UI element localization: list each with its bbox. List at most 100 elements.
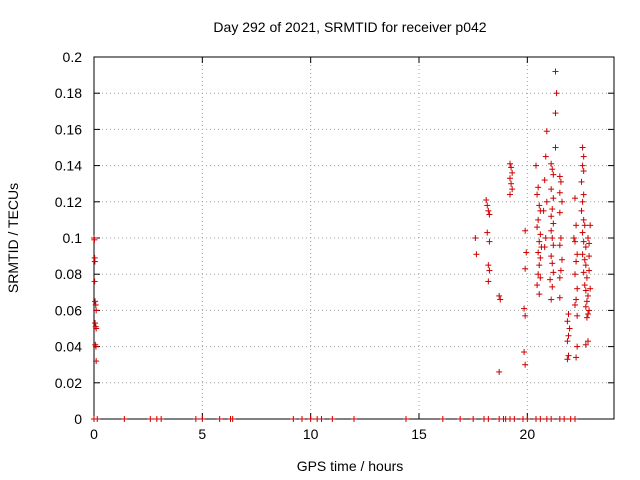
data-point (216, 416, 223, 422)
y-tick-label: 0 (74, 411, 82, 427)
data-point (534, 191, 541, 198)
data-point (508, 164, 515, 171)
data-point (329, 416, 336, 422)
data-point (536, 238, 543, 245)
data-point (583, 314, 590, 321)
data-point (553, 90, 560, 97)
data-point (580, 191, 587, 198)
data-point (457, 416, 464, 422)
data-point (523, 249, 530, 256)
data-point (580, 238, 587, 245)
x-axis-label: GPS time / hours (297, 458, 404, 474)
data-point (93, 358, 100, 365)
data-point (572, 301, 578, 308)
data-point (586, 307, 593, 314)
data-point (579, 144, 586, 151)
data-point (565, 332, 572, 339)
data-point (485, 278, 492, 285)
data-point (559, 198, 565, 205)
data-point (582, 303, 589, 310)
data-point (586, 240, 593, 247)
data-point (229, 416, 236, 422)
y-tick-label: 0.06 (55, 302, 82, 318)
data-point (537, 416, 544, 422)
data-point (121, 416, 128, 422)
data-point (509, 169, 516, 176)
data-point (508, 180, 515, 187)
data-point (521, 305, 528, 312)
data-point (91, 278, 98, 285)
data-point (91, 236, 98, 243)
data-point (573, 222, 580, 229)
data-point (483, 196, 490, 203)
data-point (94, 416, 101, 422)
data-point (192, 416, 199, 422)
data-point (92, 298, 99, 305)
data-point (564, 338, 571, 345)
data-point (550, 195, 557, 202)
data-point (565, 352, 572, 359)
data-point (564, 318, 571, 325)
data-point (507, 160, 513, 167)
data-point (92, 301, 99, 308)
data-point (549, 260, 556, 267)
data-point (572, 195, 578, 202)
data-point (473, 251, 480, 258)
data-point (299, 416, 305, 422)
data-point (509, 186, 516, 193)
data-point (556, 173, 563, 180)
data-point (307, 416, 314, 422)
data-point (496, 292, 503, 299)
data-point (486, 238, 493, 245)
data-point (578, 178, 585, 185)
data-point (573, 354, 580, 361)
y-tick-label: 0.1 (63, 230, 83, 246)
data-point (556, 274, 563, 281)
data-point (533, 162, 539, 169)
y-tick-label: 0.16 (55, 121, 82, 137)
data-point (572, 271, 578, 278)
data-point (556, 189, 563, 196)
data-point (566, 325, 573, 332)
data-point (507, 191, 513, 198)
data-point (556, 242, 563, 249)
data-point (573, 258, 580, 265)
data-point (552, 110, 559, 117)
data-point (572, 238, 578, 245)
y-tick-label: 0.04 (55, 339, 82, 355)
data-point (496, 368, 503, 375)
data-point (535, 249, 542, 256)
data-point (486, 211, 493, 218)
data-point (485, 207, 492, 214)
data-point (574, 343, 581, 350)
data-point (484, 229, 491, 236)
data-point (93, 325, 100, 332)
data-point (521, 349, 528, 356)
data-point (535, 271, 542, 278)
data-point (541, 244, 548, 251)
data-point (579, 162, 586, 169)
data-point (403, 416, 409, 422)
data-point (585, 338, 591, 345)
data-point (552, 144, 559, 151)
data-point (439, 416, 446, 422)
data-point (542, 235, 549, 241)
data-point (580, 153, 587, 160)
data-point (549, 206, 556, 213)
data-point (586, 253, 593, 260)
data-point (550, 171, 557, 178)
data-point (570, 235, 577, 241)
data-point (582, 262, 589, 269)
data-point (580, 168, 587, 175)
data-point (585, 311, 591, 318)
data-point (582, 287, 589, 294)
y-axis-ticks: 0 0.02 0.04 0.06 0.08 0.1 0.12 0.14 0.16 0.18 0.2 (55, 49, 614, 427)
data-point (549, 235, 556, 241)
data-point (549, 283, 556, 290)
data-point (542, 153, 549, 160)
data-point (587, 285, 594, 292)
data-point (581, 222, 588, 229)
data-point (561, 416, 568, 422)
data-point (557, 267, 564, 274)
data-point (537, 254, 544, 261)
